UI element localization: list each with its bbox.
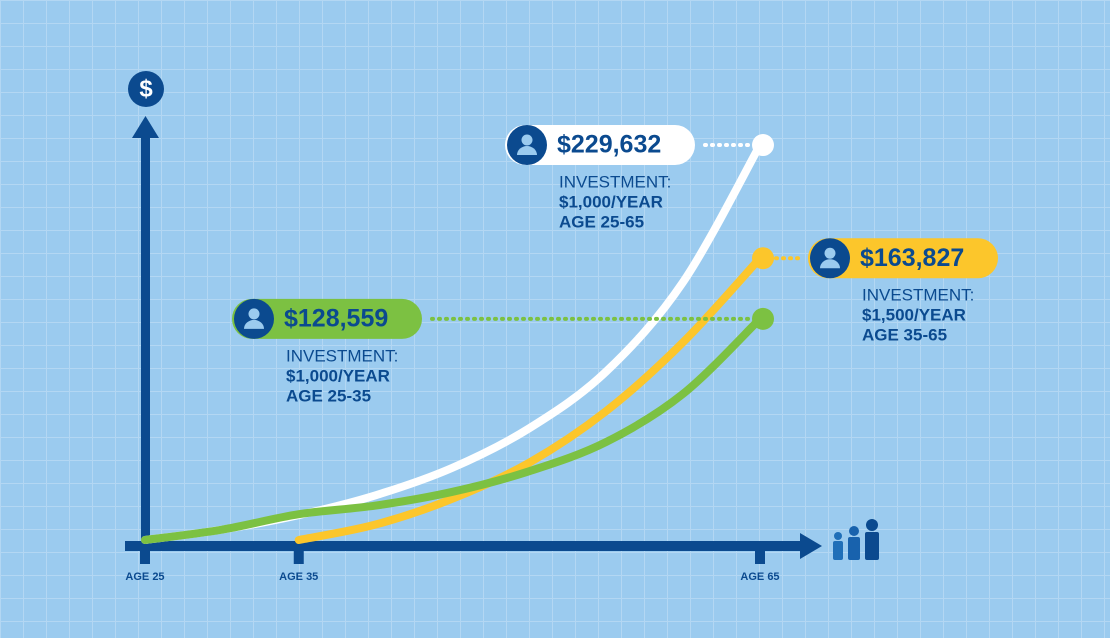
people-icon [833,519,879,560]
x-tick-label: AGE 35 [279,571,318,583]
value-pill [808,238,998,279]
value-pill [505,125,695,166]
y-axis-label: $ [139,75,153,102]
x-tick-label: AGE 25 [125,571,164,583]
person-icon-body [820,259,840,269]
annotation: INVESTMENT: [559,173,671,192]
line [294,254,764,544]
person-icon-head [824,247,836,259]
annotation: AGE 35-65 [862,326,947,345]
annotation: AGE 25-35 [286,386,371,405]
person-icon-head [521,134,533,146]
annotation: $1,500/YEAR [862,306,966,325]
person-icon-head [248,308,260,320]
annotation: INVESTMENT: [286,346,398,365]
annotation: $1,000/YEAR [559,193,663,212]
x-tick [293,550,304,564]
value-label: $163,827 [860,244,964,272]
annotation: INVESTMENT: [862,286,974,305]
annotation: AGE 25-65 [559,213,644,232]
x-axis [125,533,822,559]
y-axis: $ [128,71,164,545]
value-pill [232,298,422,339]
line [141,314,764,544]
value-label: $128,559 [284,304,388,332]
x-tick [755,550,765,564]
end-point [752,247,774,270]
end-point [752,134,774,157]
line [141,141,764,544]
person-icon-body [517,146,537,156]
end-point [752,307,774,330]
annotation: $1,000/YEAR [286,366,390,385]
x-tick-label: AGE 65 [740,571,779,583]
x-tick [140,550,150,564]
value-label: $229,632 [557,131,661,159]
person-icon-body [244,319,264,329]
